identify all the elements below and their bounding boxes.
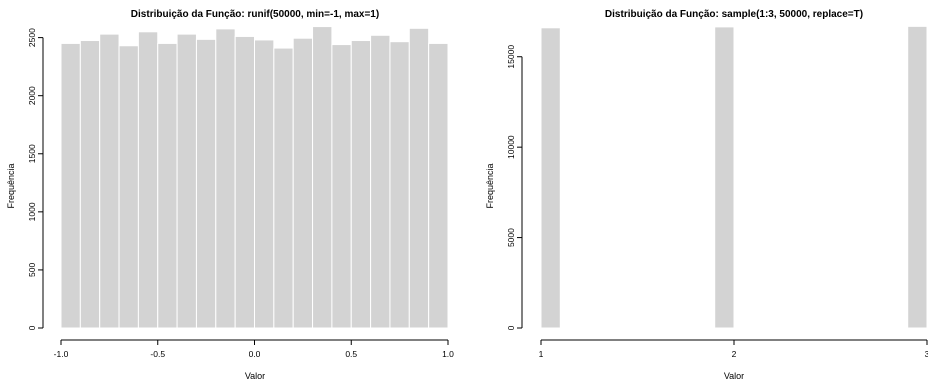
histogram-bar	[99, 33, 120, 329]
x-axis-label: Valor	[245, 371, 265, 381]
histogram-bar	[195, 38, 217, 329]
histogram-panel-sample: Distribuição da Função: sample(1:3, 5000…	[485, 9, 928, 381]
y-axis: 0 5000 10000 15000	[506, 45, 523, 330]
x-tick-label: 0.5	[345, 349, 357, 359]
histogram-bar	[176, 33, 197, 329]
histogram-bar	[273, 47, 294, 329]
histogram-bar	[331, 44, 352, 329]
histogram-panel-runif: Distribuição da Função: runif(50000, min…	[6, 9, 454, 381]
y-tick-label: 0	[506, 325, 516, 330]
y-tick-label: 0	[27, 325, 37, 330]
chart-title: Distribuição da Função: runif(50000, min…	[131, 9, 379, 20]
x-tick-label: 3	[925, 349, 928, 359]
histogram-bar	[137, 31, 159, 329]
x-tick-label: -1.0	[54, 349, 69, 359]
y-axis-label: Frequência	[6, 163, 16, 208]
y-tick-label: 2000	[27, 86, 37, 105]
y-tick-label: 2500	[27, 28, 37, 47]
histogram-bar	[292, 37, 314, 329]
histogram-bar	[540, 27, 561, 329]
y-tick-label: 1500	[27, 144, 37, 163]
x-tick-label: 1.0	[442, 349, 454, 359]
histogram-bar	[234, 35, 255, 329]
y-tick-label: 500	[27, 263, 37, 277]
y-tick-label: 10000	[506, 135, 516, 159]
histogram-bar	[60, 42, 81, 329]
histogram-bar	[714, 26, 735, 329]
y-tick-label: 5000	[506, 228, 516, 247]
y-axis: 0 500 1000 1500 2000 2500	[27, 28, 44, 330]
x-tick-label: 1	[539, 349, 544, 359]
bars-group	[540, 25, 928, 329]
x-axis: 1 2 3	[539, 339, 928, 359]
y-axis-label: Frequência	[485, 163, 495, 208]
x-tick-label: 0.0	[249, 349, 261, 359]
histogram-bar	[907, 25, 928, 329]
chart-title: Distribuição da Função: sample(1:3, 5000…	[605, 9, 863, 20]
histogram-bar	[79, 40, 101, 329]
x-axis-label: Valor	[724, 371, 744, 381]
histogram-bar	[157, 42, 178, 329]
histogram-bar	[350, 40, 372, 329]
histogram-bar	[118, 45, 139, 329]
y-tick-label: 15000	[506, 45, 516, 69]
histogram-bar	[408, 27, 430, 329]
x-tick-label: -0.5	[150, 349, 165, 359]
y-tick-label: 1000	[27, 202, 37, 221]
histogram-bar	[254, 39, 275, 329]
histogram-bar	[312, 26, 333, 329]
histogram-bar	[428, 42, 449, 329]
histogram-bar	[370, 34, 391, 329]
x-tick-label: 2	[732, 349, 737, 359]
histogram-bar	[389, 41, 410, 329]
bars-group	[60, 26, 449, 329]
x-axis: -1.0 -0.5 0.0 0.5 1.0	[54, 339, 454, 359]
histogram-bar	[215, 28, 236, 329]
